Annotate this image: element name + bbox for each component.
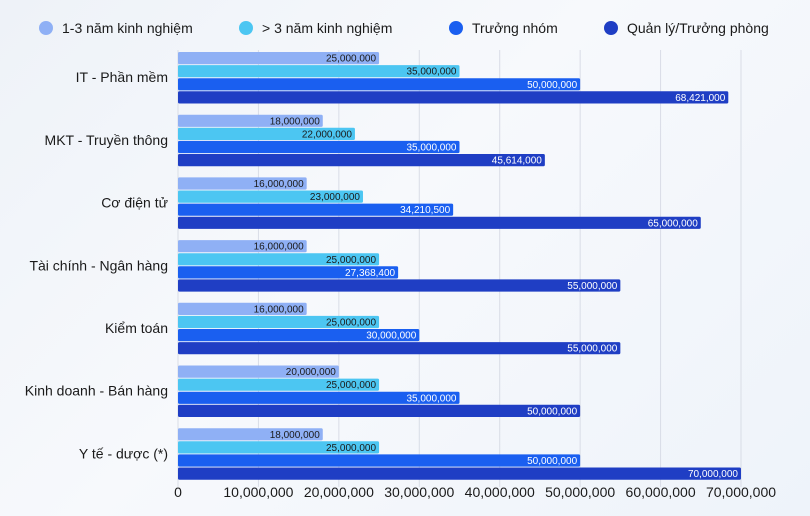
category-label: Kiểm toán: [105, 320, 168, 336]
category-label: IT - Phần mềm: [76, 69, 168, 85]
legend-label: Trưởng nhóm: [472, 20, 558, 36]
bar: [178, 154, 545, 167]
legend: 1-3 năm kinh nghiệm > 3 năm kinh nghiệm Tr…: [39, 20, 769, 36]
value-labels: 25,000,000 35,000,000 50,000,000 68,421,000…: [254, 54, 739, 481]
legend-label: > 3 năm kinh nghiệm: [262, 20, 392, 36]
bar: [178, 253, 380, 266]
bar: [178, 127, 355, 140]
bar-value-label: 50,000,000: [527, 456, 577, 467]
bar-value-label: 25,000,000: [326, 318, 376, 329]
bar-value-label: 55,000,000: [567, 281, 617, 292]
bar: [178, 302, 307, 315]
legend-swatch: [239, 21, 253, 35]
bar: [178, 391, 460, 404]
bar: [178, 91, 729, 104]
bar-value-label: 50,000,000: [527, 80, 577, 91]
bar-value-label: 34,210,500: [400, 205, 450, 216]
bar: [178, 78, 581, 91]
bar-value-label: 25,000,000: [326, 54, 376, 65]
bar: [178, 114, 323, 127]
bar-value-label: 35,000,000: [406, 393, 456, 404]
bar: [178, 329, 420, 342]
category-label: Kinh doanh - Bán hàng: [25, 383, 168, 399]
x-tick-label: 70,000,000: [706, 484, 776, 500]
bar-value-label: 16,000,000: [254, 242, 304, 253]
x-tick-label: 10,000,000: [223, 484, 293, 500]
bar-value-label: 35,000,000: [406, 143, 456, 154]
bar-value-label: 65,000,000: [648, 218, 698, 229]
category-label: Tài chính - Ngân hàng: [29, 257, 168, 273]
legend-swatch: [39, 21, 53, 35]
bar: [178, 404, 581, 417]
x-axis-ticks: 0 10,000,000 20,000,000 30,000,000 40,000,00…: [174, 484, 776, 500]
bar: [178, 203, 454, 216]
x-tick-label: 20,000,000: [304, 484, 374, 500]
bar-value-label: 18,000,000: [270, 116, 320, 127]
bar-value-label: 55,000,000: [567, 344, 617, 355]
bar: [178, 467, 741, 480]
bar-value-label: 68,421,000: [675, 93, 725, 104]
bar-value-label: 23,000,000: [310, 192, 360, 203]
bar-value-label: 35,000,000: [406, 67, 456, 78]
bar: [178, 365, 339, 378]
category-label: MKT - Truyền thông: [45, 132, 168, 148]
x-tick-label: 40,000,000: [465, 484, 535, 500]
bar-value-label: 50,000,000: [527, 406, 577, 417]
legend-label: 1-3 năm kinh nghiệm: [62, 20, 193, 36]
bar-value-label: 30,000,000: [366, 331, 416, 342]
bar: [178, 216, 701, 229]
category-labels: IT - Phần mềm MKT - Truyền thông Cơ điện t…: [25, 69, 168, 461]
legend-swatch: [449, 21, 463, 35]
bar: [178, 190, 363, 203]
legend-swatch: [604, 21, 618, 35]
bar: [178, 378, 380, 391]
bar: [178, 279, 621, 292]
bar: [178, 315, 380, 329]
bar-value-label: 16,000,000: [254, 179, 304, 190]
x-tick-label: 60,000,000: [626, 484, 696, 500]
bar: [178, 441, 380, 454]
bar: [178, 65, 460, 78]
bar: [178, 52, 380, 65]
category-label: Cơ điện tử: [101, 195, 168, 211]
bar: [178, 454, 581, 467]
bar: [178, 266, 399, 279]
bar: [178, 240, 307, 253]
bar-value-label: 25,000,000: [326, 380, 376, 391]
bar-value-label: 27,368,400: [345, 268, 395, 279]
bar: [178, 342, 621, 355]
bar-value-label: 20,000,000: [286, 367, 336, 378]
legend-label: Quản lý/Trưởng phòng: [627, 20, 769, 36]
bar-value-label: 70,000,000: [688, 469, 738, 480]
x-tick-label: 50,000,000: [545, 484, 615, 500]
bar: [178, 177, 307, 190]
bar: [178, 140, 460, 154]
x-tick-label: 30,000,000: [384, 484, 454, 500]
bar-value-label: 45,614,000: [492, 156, 542, 167]
bar-value-label: 22,000,000: [302, 129, 352, 140]
bar-value-label: 18,000,000: [270, 430, 320, 441]
bar-value-label: 25,000,000: [326, 443, 376, 454]
bar-value-label: 16,000,000: [254, 304, 304, 315]
bar-value-label: 25,000,000: [326, 255, 376, 266]
category-label: Y tế - dược (*): [79, 445, 168, 461]
bars: [178, 52, 741, 480]
x-tick-label: 0: [174, 484, 182, 500]
bar: [178, 428, 323, 441]
